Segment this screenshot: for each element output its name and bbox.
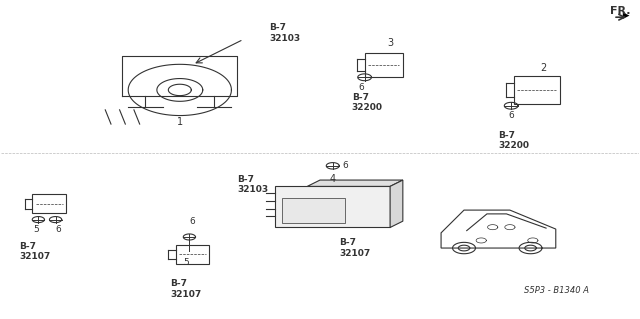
Text: B-7
32200: B-7 32200 (352, 93, 383, 112)
Text: B-7
32107: B-7 32107 (339, 238, 371, 258)
Text: 6: 6 (189, 217, 195, 226)
Text: 5: 5 (33, 225, 39, 234)
Text: 4: 4 (330, 174, 336, 184)
Text: 6: 6 (56, 225, 61, 234)
Text: B-7
32103: B-7 32103 (269, 23, 300, 43)
Bar (282, 198, 345, 223)
Text: S5P3 - B1340 A: S5P3 - B1340 A (524, 286, 589, 295)
Text: B-7
32103: B-7 32103 (237, 175, 268, 195)
Text: 3: 3 (387, 38, 393, 48)
Bar (365, 53, 403, 77)
Text: B-7
32200: B-7 32200 (499, 131, 529, 150)
Bar (275, 186, 390, 227)
Text: 6: 6 (508, 111, 514, 120)
Text: 5: 5 (183, 258, 189, 267)
Text: B-7
32107: B-7 32107 (170, 279, 202, 299)
Text: 1: 1 (177, 117, 183, 127)
Text: B-7
32107: B-7 32107 (19, 241, 51, 261)
Bar (33, 194, 66, 213)
Text: FR.: FR. (610, 6, 630, 16)
Polygon shape (307, 180, 403, 186)
Bar (176, 245, 209, 264)
Text: 6: 6 (358, 83, 364, 92)
FancyArrowPatch shape (619, 12, 630, 19)
Polygon shape (390, 180, 403, 227)
Text: 6: 6 (342, 161, 348, 170)
Text: 2: 2 (540, 63, 546, 73)
Polygon shape (441, 210, 556, 248)
Bar (514, 76, 559, 104)
